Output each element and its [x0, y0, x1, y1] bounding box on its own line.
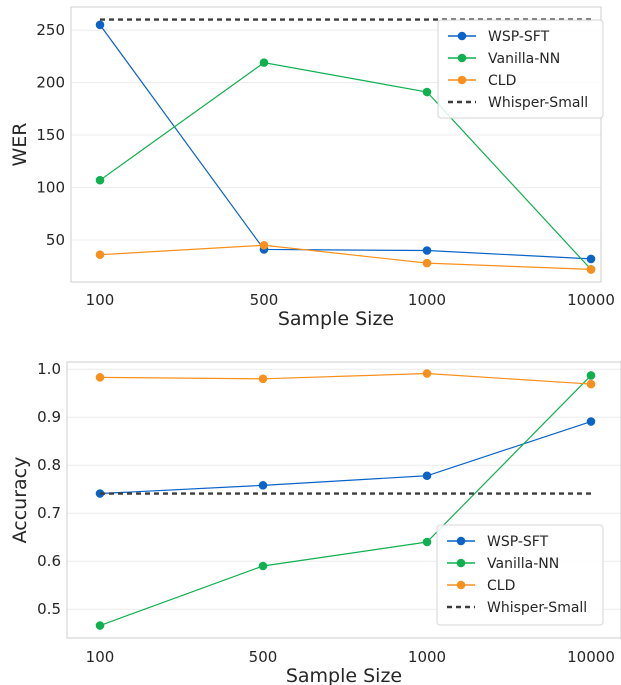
y-axis-label: WER: [9, 123, 31, 167]
legend-box: [437, 19, 604, 119]
x-tick-label: 10000: [567, 291, 615, 309]
x-tick-label: 1000: [408, 648, 446, 666]
series-line-vanilla-nn: [99, 375, 592, 627]
y-tick-label: 250: [36, 21, 65, 39]
y-tick-label: 50: [46, 231, 65, 249]
series-line-cld: [99, 372, 592, 385]
data-point-vanilla-nn: [258, 561, 268, 571]
data-point-wsp-sft: [422, 471, 432, 481]
data-point-wsp-sft: [422, 246, 432, 255]
series-line-cld: [99, 244, 592, 271]
chart-2: 0.5 0.6 0.7 0.8 0.9 1.0 100 500 1000 10000 Sample …: [9, 360, 621, 685]
x-tick-label: 10000: [567, 648, 615, 666]
x-tick-label: 500: [250, 291, 279, 309]
data-point-vanilla-nn: [95, 621, 105, 630]
data-point-vanilla-nn: [586, 371, 596, 380]
y-tick-label: 0.8: [37, 456, 61, 474]
data-point-vanilla-nn: [259, 58, 269, 67]
legend-marker: [457, 31, 467, 41]
data-point-vanilla-nn: [95, 175, 105, 185]
y-tick-label: 0.6: [37, 552, 61, 570]
legend-label: Whisper-Small: [487, 600, 587, 616]
legend-label: Whisper-Small: [488, 95, 588, 111]
data-point-cld: [95, 250, 105, 260]
legend-box: [436, 524, 604, 626]
y-tick-label: 150: [36, 126, 65, 144]
data-point-cld: [422, 258, 432, 268]
series-line-vanilla-nn: [99, 61, 592, 270]
y-tick-label: 0.5: [37, 600, 61, 618]
x-tick-label: 1000: [408, 291, 446, 309]
x-axis-label: Sample Size: [278, 308, 394, 330]
y-tick-label: 0.9: [37, 408, 61, 426]
x-tick-label: 500: [249, 648, 278, 666]
x-tick-label: 100: [86, 291, 115, 309]
data-point-wsp-sft: [586, 417, 596, 426]
legend-marker: [457, 53, 467, 63]
x-tick-label: 100: [86, 648, 115, 666]
data-point-cld: [95, 373, 105, 382]
data-point-vanilla-nn: [422, 87, 432, 97]
series-line-wsp-sft: [99, 420, 592, 495]
chart-1: 50 100 150 200 250 100 500 1000 10000 Sample Size…: [9, 6, 615, 330]
y-axis-label: Accuracy: [9, 457, 31, 544]
data-point-cld: [258, 374, 268, 384]
legend-label: Vanilla-NN: [487, 556, 559, 572]
y-tick-label: 0.7: [37, 504, 61, 522]
legend-marker: [457, 75, 467, 85]
data-point-cld: [586, 379, 596, 389]
y-tick-label: 100: [36, 179, 65, 197]
plot-frame: [66, 361, 621, 639]
data-point-wsp-sft: [586, 254, 596, 264]
series-line-wsp-sft: [99, 24, 592, 260]
x-axis-label: Sample Size: [286, 665, 402, 685]
legend-label: CLD: [487, 578, 515, 594]
data-point-wsp-sft: [258, 481, 268, 490]
legend-marker: [456, 536, 466, 546]
legend-label: WSP-SFT: [488, 29, 550, 45]
plot-frame: [70, 6, 602, 283]
y-tick-label: 200: [36, 74, 65, 92]
legend-label: Vanilla-NN: [488, 51, 560, 67]
legend-label: CLD: [488, 73, 516, 89]
data-point-vanilla-nn: [422, 537, 432, 547]
data-point-wsp-sft: [95, 20, 105, 30]
legend-label: WSP-SFT: [487, 534, 549, 550]
y-tick-label: 1.0: [37, 360, 61, 378]
data-point-cld: [586, 265, 596, 274]
legend-marker: [456, 580, 466, 590]
data-point-cld: [259, 240, 269, 250]
legend-marker: [456, 558, 466, 568]
data-point-cld: [422, 369, 432, 378]
